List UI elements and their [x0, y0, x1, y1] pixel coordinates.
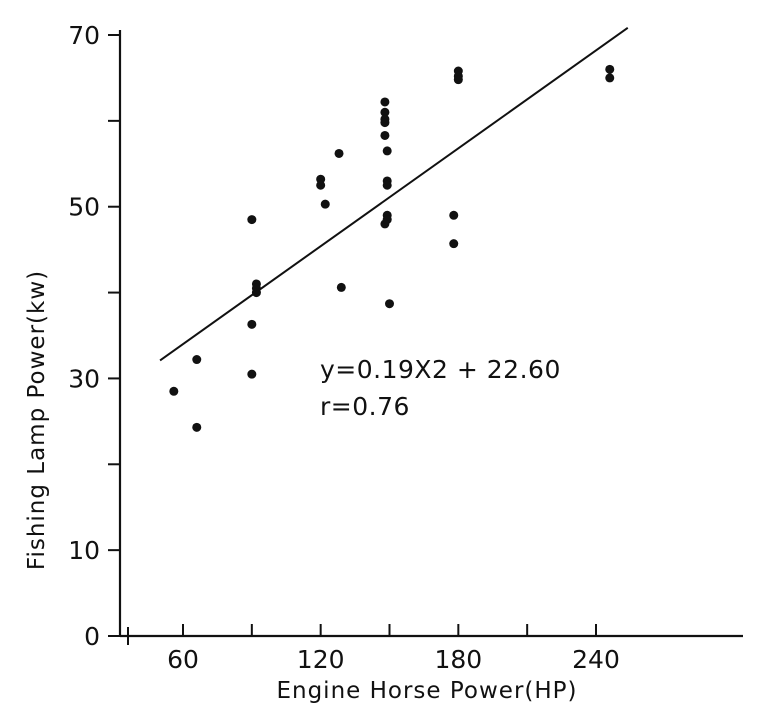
y-tick-label: 10	[68, 536, 100, 565]
data-point	[380, 130, 390, 140]
data-point	[382, 146, 392, 156]
data-point	[316, 180, 326, 190]
data-point	[605, 73, 615, 83]
data-point	[247, 319, 257, 329]
x-tick-label: 180	[434, 645, 482, 674]
x-tick-label: 120	[297, 645, 345, 674]
data-point	[192, 422, 202, 432]
x-tick-label: 60	[167, 645, 199, 674]
data-point	[247, 215, 257, 225]
x-axis-title: Engine Horse Power(HP)	[276, 678, 577, 704]
y-tick-label: 30	[68, 364, 100, 393]
regression-equation: y=0.19X2 + 22.60	[320, 355, 561, 384]
data-point	[449, 210, 459, 220]
data-point	[382, 180, 392, 190]
y-tick-label: 50	[68, 193, 100, 222]
data-point	[382, 215, 392, 225]
data-point	[380, 97, 390, 107]
y-tick-label: 70	[68, 21, 100, 50]
data-point	[453, 75, 463, 85]
data-point	[605, 64, 615, 74]
correlation-coefficient: r=0.76	[320, 392, 410, 421]
regression-line	[159, 27, 629, 362]
data-point	[449, 239, 459, 249]
data-points	[169, 64, 615, 432]
chart-ticks: 0 10 30 50 70 60 120 180 240	[68, 21, 620, 674]
data-point	[380, 118, 390, 128]
y-axis-title: Fishing Lamp Power(kw)	[24, 270, 50, 570]
data-point	[334, 148, 344, 158]
data-point	[385, 299, 394, 309]
data-point	[336, 282, 346, 292]
data-point	[169, 386, 179, 396]
data-point	[380, 107, 390, 117]
data-point	[192, 355, 202, 365]
data-point	[320, 199, 330, 209]
y-tick-label: 0	[84, 622, 100, 651]
data-point	[247, 369, 257, 379]
x-tick-label: 240	[572, 645, 620, 674]
regression-fit	[159, 27, 629, 362]
chart-axes	[118, 30, 743, 645]
